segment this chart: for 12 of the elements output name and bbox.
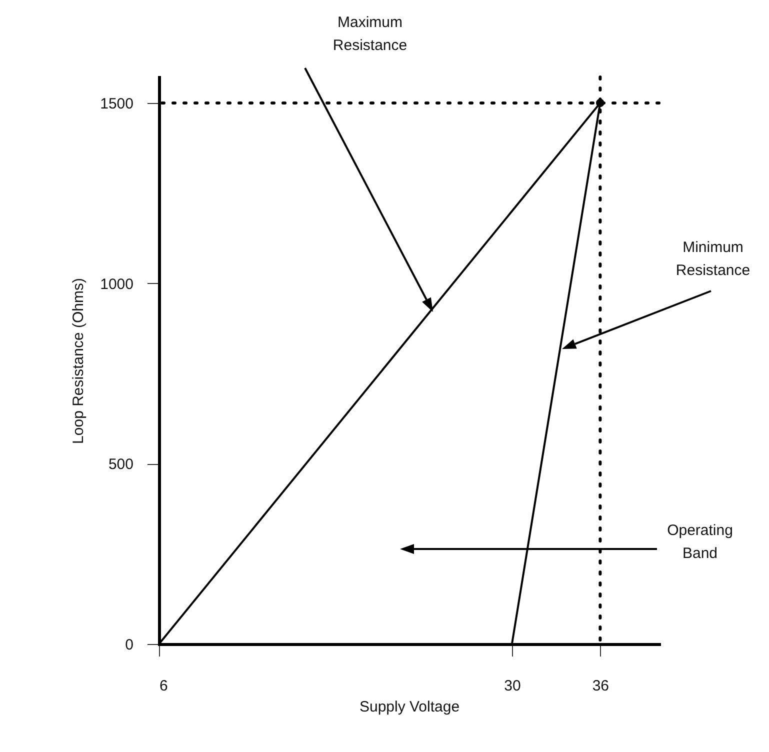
text: Operating Band xyxy=(667,522,733,562)
x-axis-title: Supply Voltage xyxy=(359,698,460,716)
y-tick-label: 0 xyxy=(125,636,134,654)
text: Maximum Resistance xyxy=(332,14,408,54)
text: Minimum Resistance xyxy=(676,239,750,279)
x-tick-label: 30 xyxy=(504,678,521,694)
x-tick-label: 36 xyxy=(592,678,610,694)
y-tick-label: 500 xyxy=(108,456,134,474)
y-tick-label: 1500 xyxy=(100,95,134,112)
y-tick-label: 1000 xyxy=(100,276,134,293)
y-axis-title: Loop Resistance (Ohms) xyxy=(70,278,88,444)
x-tick-label: 6 xyxy=(160,678,168,694)
